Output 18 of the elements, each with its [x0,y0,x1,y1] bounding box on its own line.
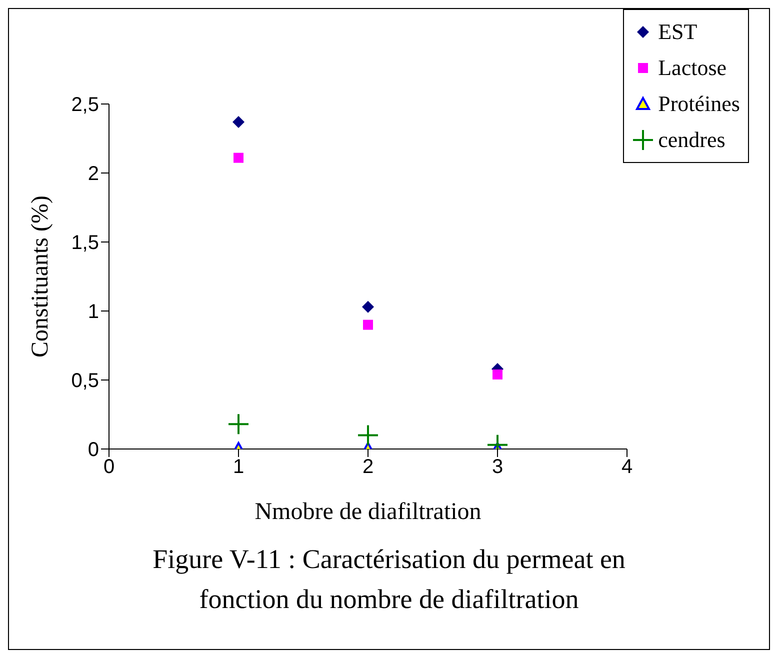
x-tick-label: 1 [232,456,244,478]
y-tick-label: 2,5 [71,94,99,116]
x-axis-title: Nmobre de diafiltration [254,499,482,525]
text: Figure V-11 : Caractérisation du permeat en fonction du nombre de diafiltration [152,543,626,616]
y-tick-label: 0 [88,439,99,462]
x-tick-label: 3 [492,456,504,478]
y-tick-label: 0,5 [71,370,99,392]
legend-label: Lactose [658,55,727,81]
legend-label: EST [658,19,698,45]
legend-label: cendres [658,127,726,153]
y-tick-label: 1,5 [71,232,99,254]
y-tick-label: 2 [88,163,99,186]
x-tick-label: 4 [621,456,633,478]
y-axis-title: Constituants (%) [28,196,54,358]
x-tick-label: 0 [103,456,115,478]
legend-label: Protéines [658,91,740,117]
x-tick-label: 2 [362,456,374,478]
y-tick-label: 1 [88,301,99,324]
